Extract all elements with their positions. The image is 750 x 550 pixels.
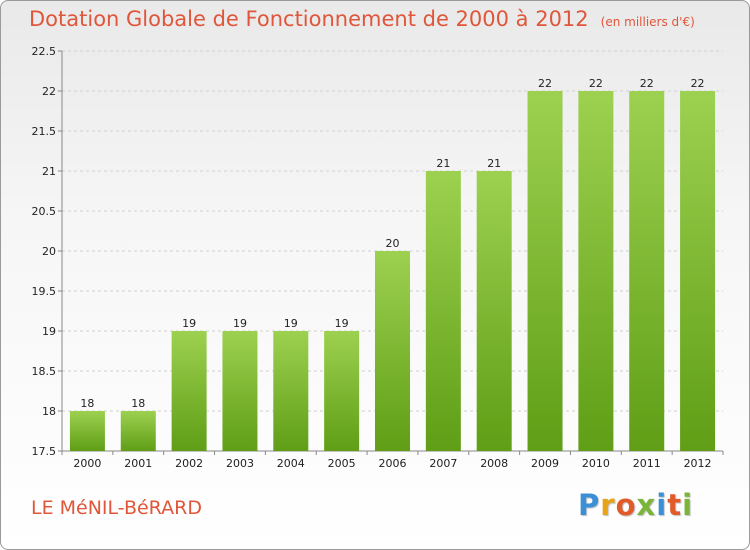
y-tick-label: 21 (42, 165, 56, 178)
bar-2001 (120, 411, 156, 451)
y-tick-label: 18.5 (32, 365, 57, 378)
chart-title: Dotation Globale de Fonctionnement de 20… (29, 7, 695, 31)
title-text: Dotation Globale de Fonctionnement de 20… (29, 7, 589, 31)
x-tick-label: 2004 (277, 457, 305, 470)
bar-2003 (222, 331, 258, 451)
logo-letter: t (667, 488, 683, 522)
bar-2012 (680, 91, 716, 451)
y-tick-label: 17.5 (32, 445, 57, 458)
bar-2002 (171, 331, 207, 451)
y-tick-label: 19.5 (32, 285, 57, 298)
proxiti-logo: Proxiti (578, 488, 693, 522)
value-label: 22 (640, 77, 654, 90)
x-tick-label: 2007 (429, 457, 457, 470)
bar-2010 (578, 91, 614, 451)
labels: 17.5 18 18.5 19 19.5 20 20.5 21 21.5 22 22.5 18 2000… (32, 45, 712, 470)
logo-letter: P (578, 488, 601, 522)
y-tick-label: 20.5 (32, 205, 57, 218)
logo-letter: i (656, 488, 668, 522)
value-label: 22 (691, 77, 705, 90)
logo-letter: o (615, 488, 637, 522)
bar-2009 (527, 91, 563, 451)
y-tick-label: 21.5 (32, 125, 57, 138)
bar-2007 (425, 171, 461, 451)
logo-letter: i (682, 488, 694, 522)
x-tick-label: 2008 (480, 457, 508, 470)
chart-subtitle: (en milliers d'€) (600, 15, 695, 29)
y-tick-label: 22.5 (32, 45, 57, 58)
bars (69, 91, 716, 451)
value-label: 19 (233, 317, 247, 330)
x-tick-label: 2002 (175, 457, 203, 470)
value-label: 21 (487, 157, 501, 170)
x-tick-label: 2005 (328, 457, 356, 470)
value-label: 20 (386, 237, 400, 250)
bar-2006 (375, 251, 410, 451)
value-label: 19 (335, 317, 349, 330)
x-tick-label: 2009 (531, 457, 559, 470)
value-label: 18 (131, 397, 145, 410)
bar-2004 (273, 331, 309, 451)
x-tick-label: 2003 (226, 457, 254, 470)
logo-letter: x (636, 488, 657, 522)
value-label: 19 (182, 317, 196, 330)
value-label: 21 (436, 157, 450, 170)
bar-2000 (69, 411, 105, 451)
x-tick-label: 2012 (684, 457, 712, 470)
x-tick-label: 2006 (379, 457, 407, 470)
x-tick-label: 2011 (633, 457, 661, 470)
y-tick-label: 18 (42, 405, 56, 418)
value-label: 19 (284, 317, 298, 330)
y-tick-label: 20 (42, 245, 56, 258)
x-tick-label: 2000 (73, 457, 101, 470)
y-tick-label: 22 (42, 85, 56, 98)
logo-letter: r (600, 488, 616, 522)
value-label: 22 (538, 77, 552, 90)
bar-2008 (476, 171, 512, 451)
commune-name: LE MéNIL-BéRARD (31, 497, 202, 519)
x-tick-label: 2010 (582, 457, 610, 470)
value-label: 18 (80, 397, 94, 410)
bar-2011 (629, 91, 665, 451)
value-label: 22 (589, 77, 603, 90)
y-tick-label: 19 (42, 325, 56, 338)
bar-2005 (324, 331, 360, 451)
x-tick-label: 2001 (124, 457, 152, 470)
